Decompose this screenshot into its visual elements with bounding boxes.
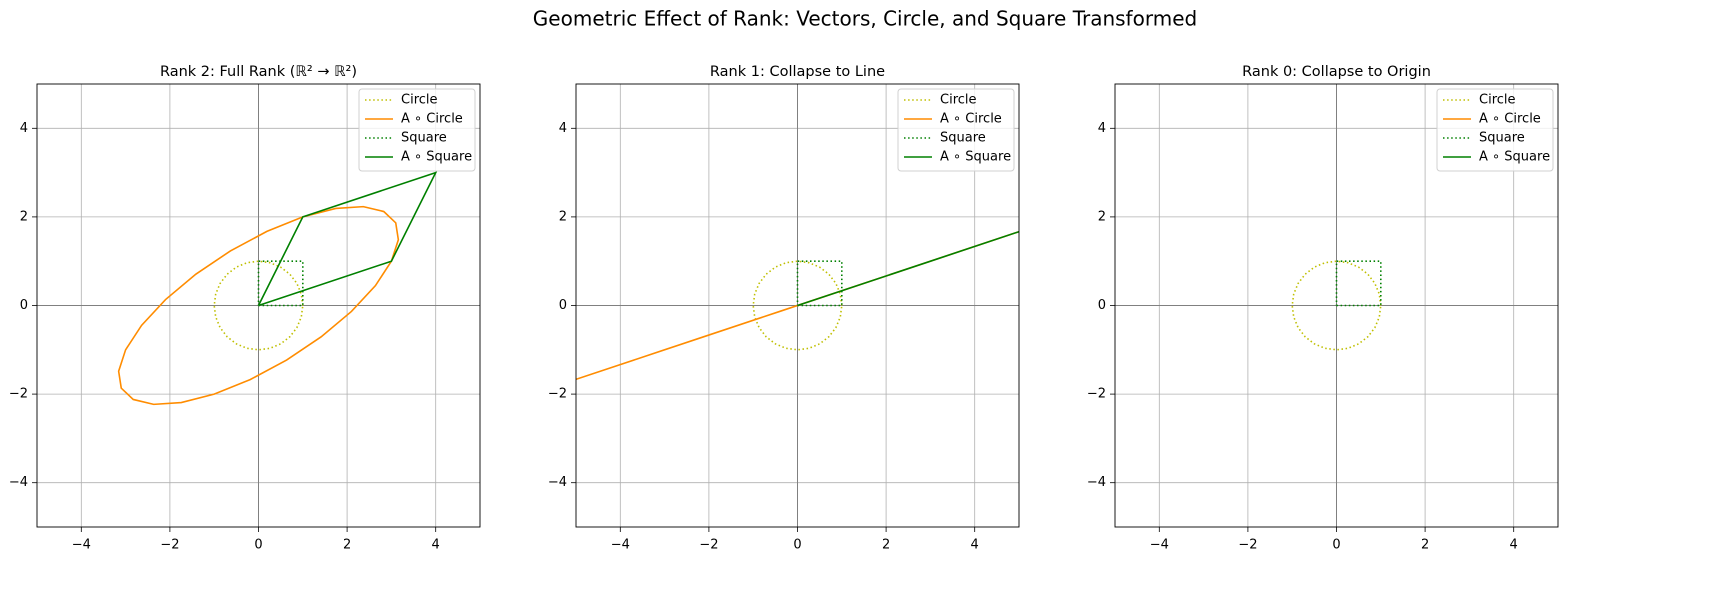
subplot-title: Rank 1: Collapse to Line	[710, 64, 885, 80]
legend-label: A ∘ Circle	[940, 112, 1002, 127]
legend: Circle A ∘ Circle Square A ∘ Square	[897, 88, 1015, 172]
series-line	[1291, 260, 1382, 351]
y-tick-label: −4	[1087, 475, 1106, 490]
y-tick-label: 4	[1098, 121, 1106, 136]
legend-label: Circle	[401, 93, 438, 108]
x-tick-label: −4	[72, 538, 91, 553]
subplot-title: Rank 2: Full Rank (ℝ² → ℝ²)	[160, 64, 357, 80]
y-tick-label: 0	[559, 298, 567, 313]
y-tick-label: 2	[20, 209, 28, 224]
legend-label: A ∘ Square	[401, 150, 472, 165]
legend-box	[897, 88, 1015, 172]
legend-label: A ∘ Square	[1479, 150, 1550, 165]
series-line	[797, 230, 1019, 307]
x-tick-label: 0	[793, 538, 801, 553]
x-tick-label: −2	[699, 538, 718, 553]
x-tick-label: 4	[971, 538, 979, 553]
y-tick-label: −2	[9, 387, 28, 402]
x-tick-label: −2	[1238, 538, 1257, 553]
legend-label: A ∘ Square	[940, 150, 1011, 165]
series-line	[576, 230, 1019, 381]
y-tick-label: −4	[9, 475, 28, 490]
legend: Circle A ∘ Circle Square A ∘ Square	[358, 88, 476, 172]
subplot: Rank 1: Collapse to Line −4 −2 0 2 4 −4 −2 0 2 4 Ci…	[548, 64, 1020, 553]
y-tick-label: 2	[559, 209, 567, 224]
x-tick-label: 2	[1421, 538, 1429, 553]
legend-label: Square	[940, 131, 986, 146]
x-tick-label: 0	[254, 538, 262, 553]
x-tick-label: 4	[432, 538, 440, 553]
legend-label: Circle	[940, 93, 977, 108]
x-tick-label: −4	[1150, 538, 1169, 553]
series-line	[752, 260, 843, 351]
series-line	[257, 260, 304, 307]
y-tick-label: 4	[559, 121, 567, 136]
y-tick-label: 4	[20, 121, 28, 136]
legend-box	[1436, 88, 1554, 172]
subplot: Rank 0: Collapse to Origin −4 −2 0 2 4 −4 −2 0 2 4…	[1087, 64, 1559, 553]
x-tick-label: −4	[611, 538, 630, 553]
y-tick-label: −4	[548, 475, 567, 490]
series-line	[257, 171, 438, 307]
series-line	[213, 260, 304, 351]
subplot-title: Rank 0: Collapse to Origin	[1242, 64, 1431, 80]
legend-label: Square	[1479, 131, 1525, 146]
legend-label: A ∘ Circle	[401, 112, 463, 127]
x-tick-label: 2	[882, 538, 890, 553]
x-tick-label: 4	[1510, 538, 1518, 553]
legend-label: A ∘ Circle	[1479, 112, 1541, 127]
legend-box	[358, 88, 476, 172]
plot-area	[576, 230, 1019, 381]
plot-area	[117, 171, 438, 406]
series-line	[117, 205, 400, 406]
figure-title: Geometric Effect of Rank: Vectors, Circl…	[533, 7, 1197, 31]
y-tick-label: −2	[1087, 387, 1106, 402]
plot-area	[1291, 260, 1382, 351]
x-tick-label: 0	[1332, 538, 1340, 553]
series-line	[796, 260, 843, 307]
axes-frame	[36, 83, 481, 528]
y-tick-label: 0	[1098, 298, 1106, 313]
axes-frame	[575, 83, 1020, 528]
axes-frame	[1114, 83, 1559, 528]
subplot: Rank 2: Full Rank (ℝ² → ℝ²) −4 −2 0 2 4 −4 −2 0 2…	[9, 64, 481, 553]
legend-label: Circle	[1479, 93, 1516, 108]
x-tick-label: 2	[343, 538, 351, 553]
y-tick-label: 0	[20, 298, 28, 313]
legend: Circle A ∘ Circle Square A ∘ Square	[1436, 88, 1554, 172]
x-tick-label: −2	[160, 538, 179, 553]
y-tick-label: 2	[1098, 209, 1106, 224]
y-tick-label: −2	[548, 387, 567, 402]
legend-label: Square	[401, 131, 447, 146]
series-line	[1335, 260, 1382, 307]
